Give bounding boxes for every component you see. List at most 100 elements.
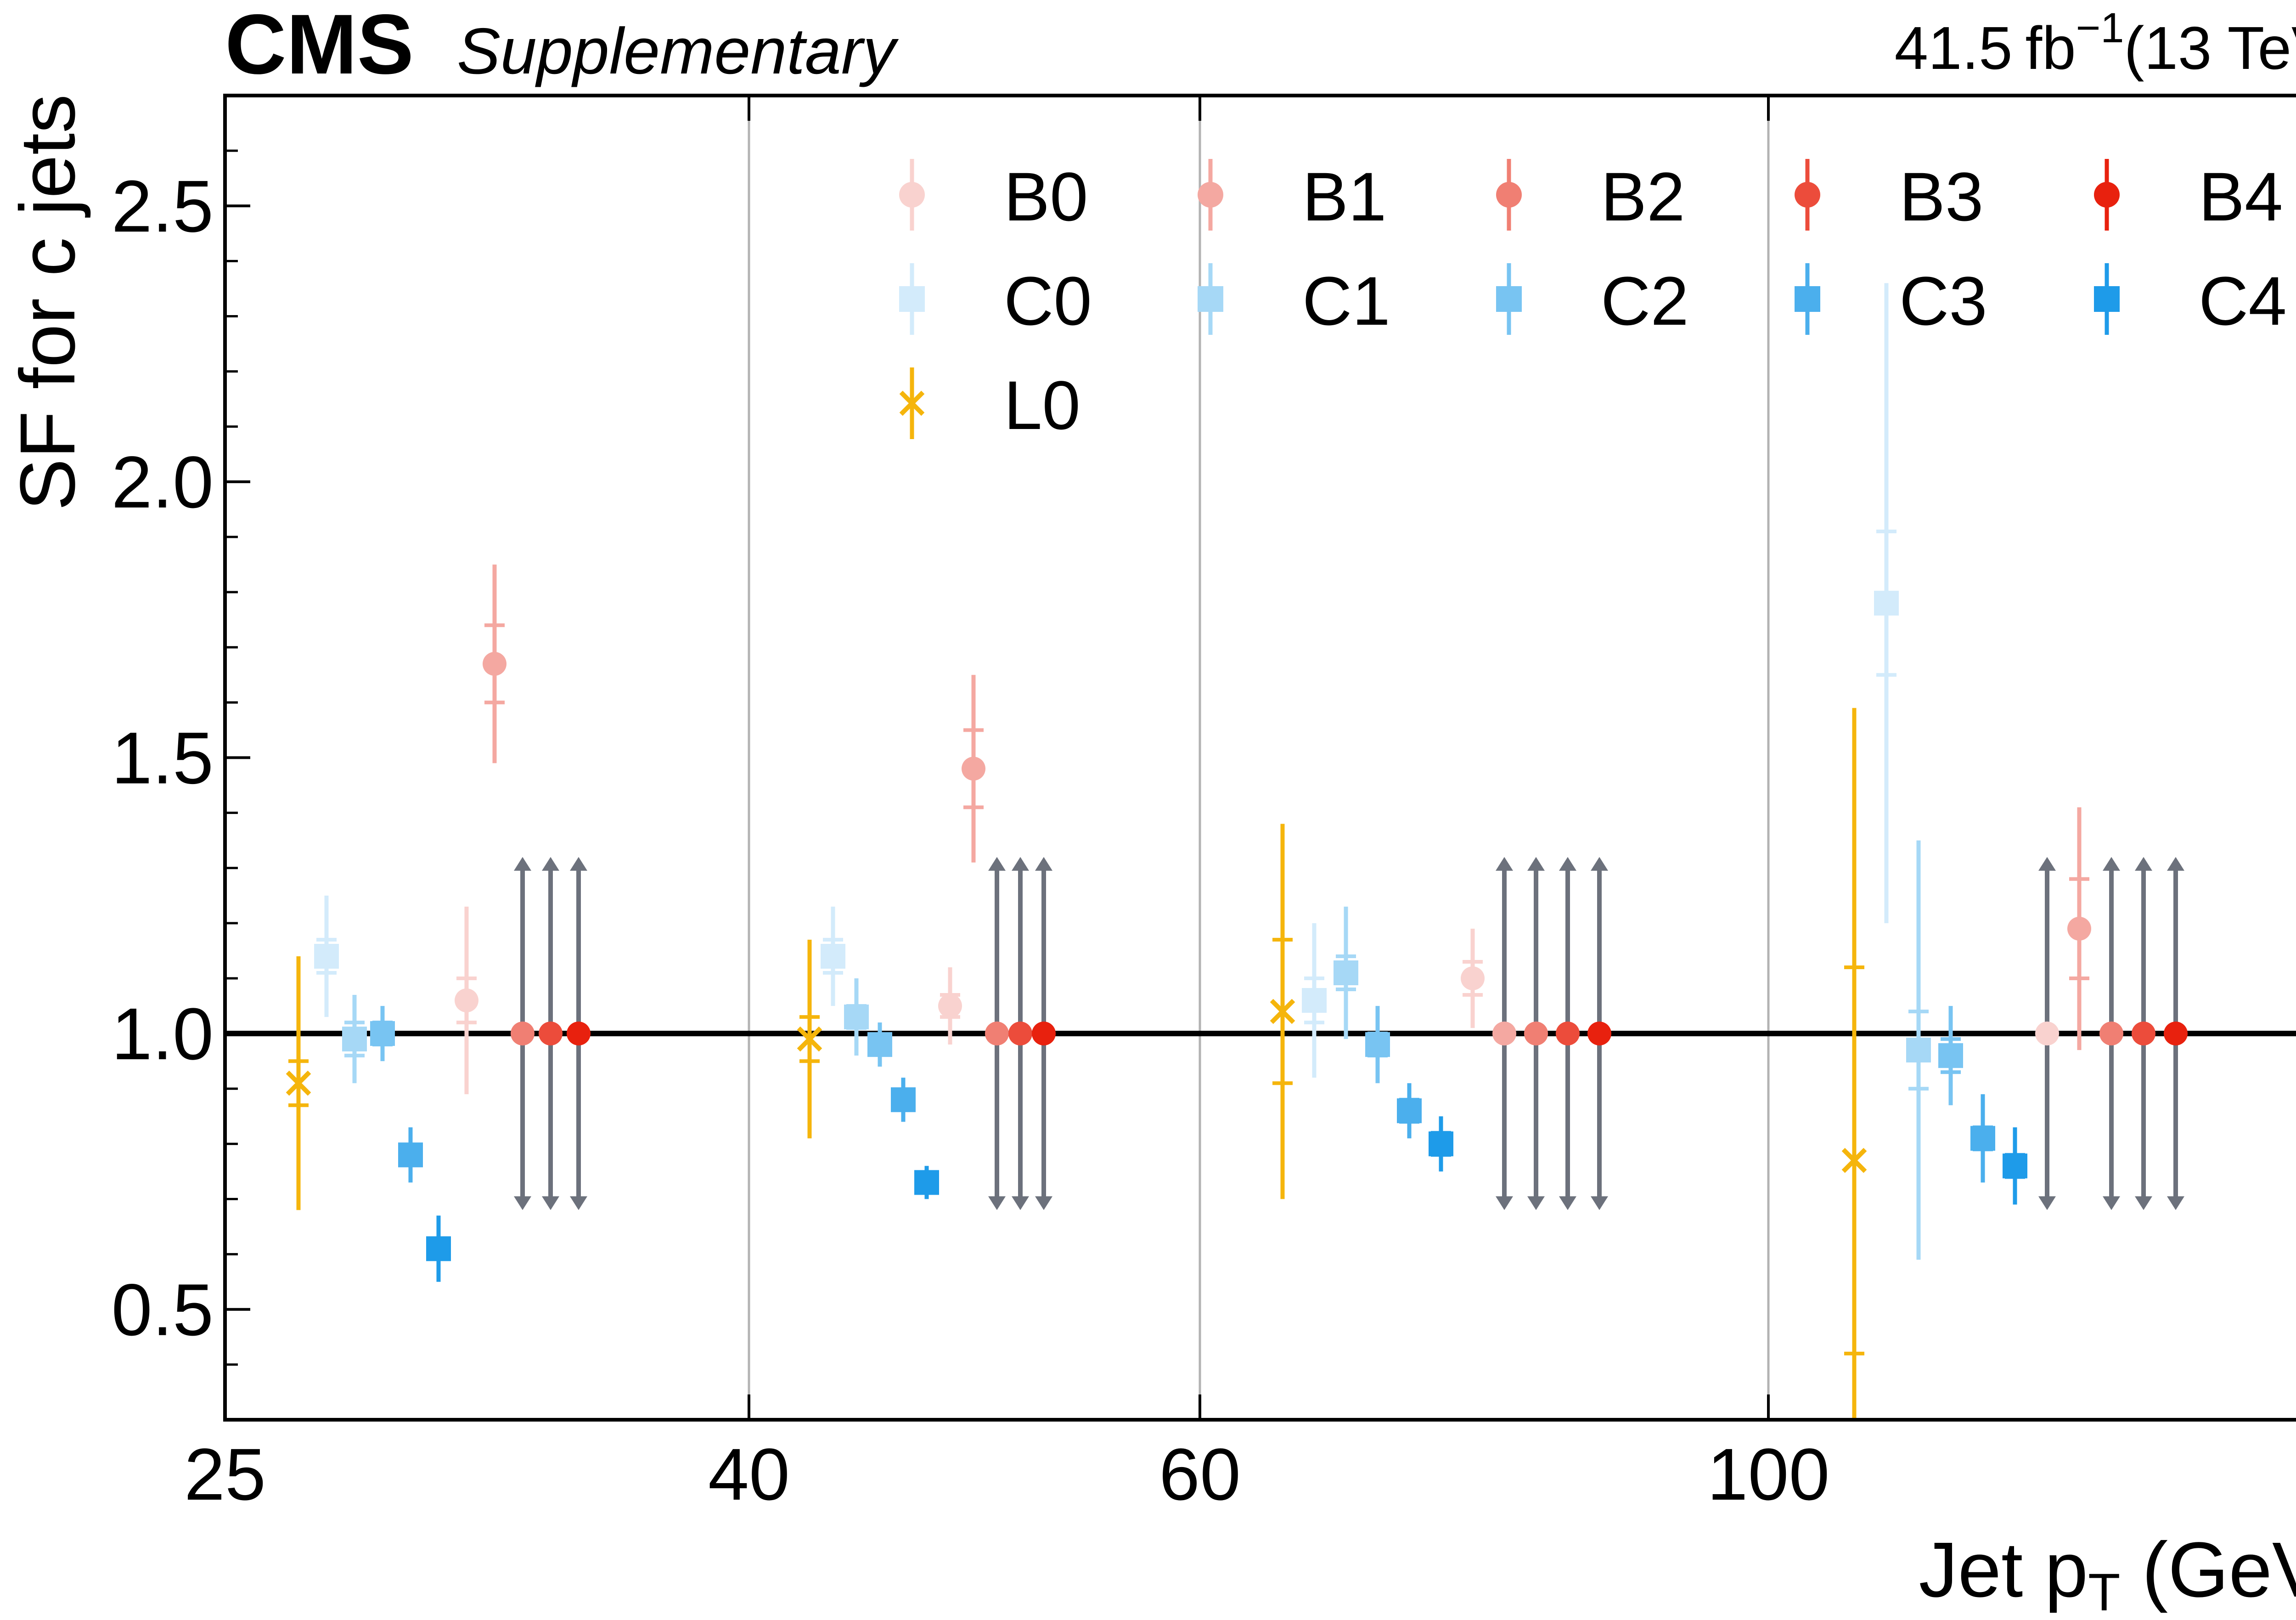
data-point [1397,1083,1422,1139]
square-marker [426,1236,451,1261]
square-marker [370,1021,395,1046]
y-tick-label: 2.5 [112,165,214,247]
circle-marker [539,1022,563,1046]
circle-marker [511,1022,535,1046]
data-point [1334,906,1358,1039]
data-point [1270,824,1295,1199]
square-marker [1906,1038,1931,1063]
limit-arrow-down [514,1196,531,1210]
supplementary-tag: Supplementary [457,15,899,88]
limit-arrow-down [1035,1196,1052,1210]
data-point [2099,857,2123,1210]
y-tick-label: 2.0 [112,441,214,523]
legend-marker [1795,286,1820,312]
limit-arrow-up [1559,857,1576,871]
square-marker [1874,591,1899,616]
x-marker-stroke [286,1070,311,1096]
data-point [1587,857,1611,1210]
legend-label: C1 [1302,262,1390,339]
legend-label: B2 [1601,158,1685,235]
data-point [2164,857,2188,1210]
square-marker [398,1142,423,1168]
circle-marker [1587,1022,1611,1046]
lumi-exponent: −1 [2076,5,2124,51]
data-point [1032,857,1056,1210]
data-point [1302,923,1327,1078]
limit-arrow-down [1012,1196,1029,1210]
limit-arrow-up [570,857,587,871]
limit-arrow-down [2135,1196,2152,1210]
circle-marker [2035,1022,2059,1046]
limit-arrow-up [1035,857,1052,871]
series-c0 [314,283,1899,1078]
x-marker [286,1070,311,1096]
data-point [1461,928,1485,1028]
limit-arrow-up [2103,857,2120,871]
cms-logo: CMS [225,0,414,92]
circle-marker [483,652,506,676]
data-point [398,1127,423,1183]
data-point [455,906,478,1095]
data-point [1841,708,1867,1420]
data-point [797,939,822,1139]
legend-entry-l0: L0 [899,367,1080,444]
limit-arrow-down [1527,1196,1545,1210]
legend-marker [1198,182,1223,208]
series-b4 [567,857,2188,1210]
data-point [2067,807,2091,1050]
lumi-value: 41.5 [1895,14,2013,82]
square-marker [891,1087,916,1112]
y-tick-label: 1.5 [112,717,214,799]
legend-entry-c1: C1 [1198,262,1390,339]
legend-marker [1795,182,1820,208]
x-marker-stroke [899,390,925,416]
circle-marker [1032,1022,1056,1046]
series-b0 [455,857,2059,1210]
limit-arrow-down [2167,1196,2184,1210]
legend-marker [2094,182,2120,208]
data-point [938,967,962,1045]
limit-arrow-up [2038,857,2056,871]
x-tick-label: 40 [708,1433,790,1515]
circle-marker [2067,916,2091,941]
limit-arrow-up [2135,857,2152,871]
limit-arrow-down [1496,1196,1513,1210]
square-marker [914,1170,939,1195]
data-point [539,857,563,1210]
legend-entry-b2: B2 [1496,158,1685,235]
legend-entry-c0: C0 [899,262,1092,339]
circle-marker [938,994,962,1018]
square-marker [1397,1098,1422,1123]
data-point [511,857,535,1210]
square-marker [844,1005,869,1030]
limit-arrow-down [570,1196,587,1210]
legend-entry-b1: B1 [1198,158,1386,235]
data-point [1874,283,1899,923]
limit-arrow-down [2038,1196,2056,1210]
data-point [1524,857,1548,1210]
limit-arrow-up [2167,857,2184,871]
series-c2 [370,1006,1963,1106]
x-axis-label-unit: (GeV) [2120,1526,2296,1614]
legend-entry-c4: C4 [2094,262,2287,339]
circle-marker [962,756,985,781]
lumi-unit: fb [2026,14,2076,82]
x-marker [1270,999,1295,1024]
legend-label: B1 [1302,158,1386,235]
energy-label: (13 TeV) [2124,14,2296,82]
square-marker [342,1027,367,1052]
series-b2 [511,857,2123,1210]
x-marker-stroke [1270,999,1295,1024]
data-point [342,995,367,1084]
x-tick-label: 25 [184,1433,266,1515]
header-area: CMS Supplementary 41.5fb−1(13 TeV) [225,0,2296,92]
circle-marker [1461,966,1485,990]
series-c3 [398,1078,1995,1183]
data-point [426,1215,451,1282]
data-point [370,1006,395,1061]
legend-marker [2094,286,2120,312]
x-axis-label-subscript: T [2088,1563,2120,1618]
limit-arrow-down [542,1196,559,1210]
series-c4 [426,1116,2027,1282]
